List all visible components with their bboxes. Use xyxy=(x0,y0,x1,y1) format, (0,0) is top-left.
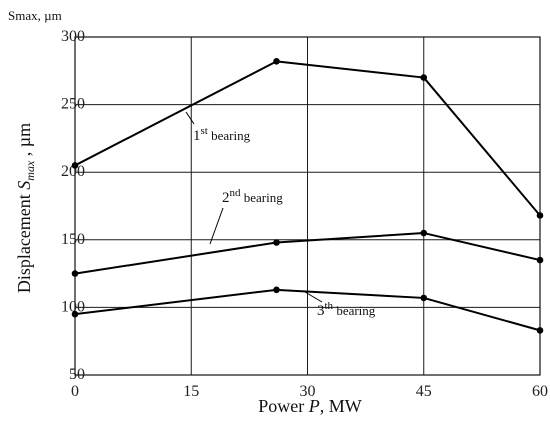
series-lines xyxy=(71,58,544,334)
x-axis-title-unit: , MW xyxy=(320,396,362,416)
y-units-label: Smax, µm xyxy=(8,8,62,23)
series-line xyxy=(74,60,541,217)
series-annotations: 1st bearing 2nd bearing 3th bearing xyxy=(185,111,376,319)
y-axis-title-main: Displacement xyxy=(14,190,34,293)
data-point xyxy=(71,162,79,169)
y-tick-label: 250 xyxy=(61,96,85,113)
data-point xyxy=(71,270,79,277)
x-axis-title-var: P xyxy=(308,396,320,416)
annotation-leader-line xyxy=(304,291,323,303)
annotation-leader-line xyxy=(209,207,224,245)
data-point xyxy=(536,327,544,334)
plot-frame xyxy=(74,36,541,376)
series-line xyxy=(74,232,541,275)
grid xyxy=(74,36,541,376)
x-tick-label: 45 xyxy=(416,383,432,400)
y-tick-label: 150 xyxy=(61,231,85,248)
series-annotation-label: 1st bearing xyxy=(193,125,251,144)
annotation-leader-line xyxy=(185,111,195,125)
series-line xyxy=(74,288,541,332)
x-tick-label: 30 xyxy=(300,383,316,400)
data-point xyxy=(420,229,428,237)
series-annotation-label: 3th bearing xyxy=(317,300,376,319)
y-axis-title-sub: max xyxy=(23,160,37,181)
x-tick-label: 60 xyxy=(532,383,548,400)
data-point xyxy=(420,294,428,302)
y-axis-title-var: S xyxy=(14,181,34,190)
data-point xyxy=(536,256,544,264)
data-point xyxy=(273,286,280,294)
y-axis-title-unit: , µm xyxy=(14,123,34,161)
y-tick-label: 100 xyxy=(61,298,85,315)
plot-border xyxy=(74,36,541,376)
data-point xyxy=(273,239,280,246)
x-axis-title-main: Power xyxy=(258,396,309,416)
x-tick-label: 0 xyxy=(71,383,79,400)
y-tick-label: 300 xyxy=(61,28,85,45)
y-tick-label: 200 xyxy=(61,163,85,180)
data-point xyxy=(71,310,79,318)
x-tick-label: 15 xyxy=(183,383,199,400)
data-point xyxy=(536,212,544,219)
data-point xyxy=(420,74,428,81)
tick-labels: 0 15 30 45 60 50 100 150 200 250 300 xyxy=(61,28,548,400)
y-tick-label: 50 xyxy=(69,366,85,383)
series-annotation-label: 2nd bearing xyxy=(222,187,283,206)
x-axis-title: Power P, MW xyxy=(258,396,362,416)
data-point xyxy=(273,58,280,65)
y-axis-title: Displacement Smax , µm xyxy=(14,123,37,293)
